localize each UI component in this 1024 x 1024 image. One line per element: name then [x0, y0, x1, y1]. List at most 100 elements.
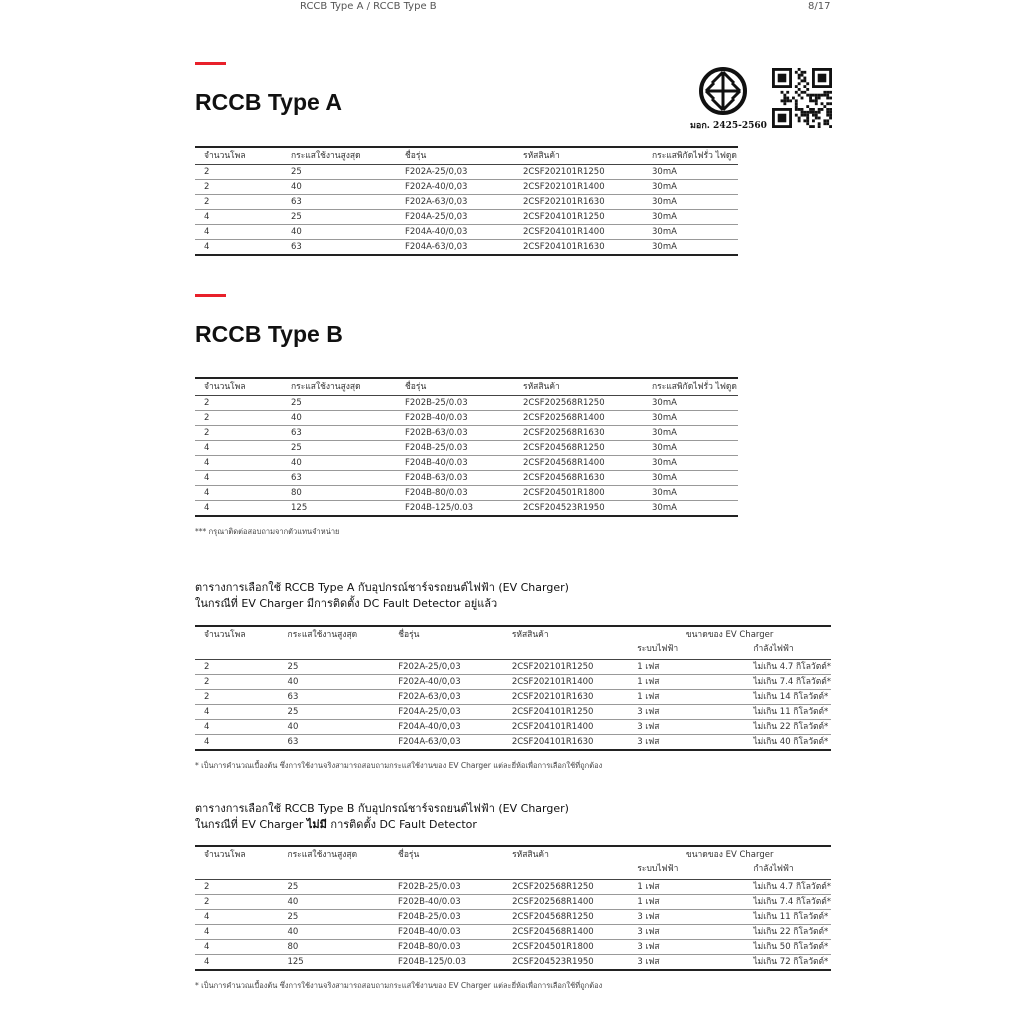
table-cell: 30mA — [643, 194, 738, 210]
table-cell: 2CSF202101R1400 — [502, 674, 629, 690]
table-row: 2 25 F202A-25/0,03 2CSF202101R1250 1 เฟส ไม่เ… — [195, 659, 831, 675]
table-cell: F204B-40/0.03 — [389, 924, 504, 940]
table-cell: F204A-25/0,03 — [389, 704, 503, 720]
table-cell: F202B-63/0.03 — [396, 425, 514, 441]
table-cell: 25 — [278, 879, 390, 895]
table-cell: 2CSF202568R1400 — [514, 410, 643, 426]
table-cell: 63 — [287, 737, 299, 747]
table-cell: ไม่เกิน 7.4 กิโลวัตต์* — [744, 674, 831, 690]
table-cell: 2 — [195, 179, 282, 195]
table-row: 2 63 F202A-63/0,03 2CSF202101R1630 1 เฟส ไม่เ… — [195, 689, 831, 705]
table-cell: 2CSF202101R1630 — [514, 194, 643, 210]
table-cell: 2CSF204101R1630 — [523, 242, 605, 252]
accent-dash — [195, 62, 226, 65]
table-cell: 25 — [278, 704, 390, 720]
table-cell: 2 — [195, 164, 282, 180]
table-cell: F204B-40/0.03 — [396, 455, 514, 471]
sub-column-header: ระบบไฟฟ้า — [628, 643, 745, 660]
table-row: 4 40 F204B-40/0.03 2CSF204568R1400 30mA — [195, 455, 738, 471]
table-cell: F202B-25/0.03 — [396, 395, 514, 411]
table-cell: 2CSF204568R1250 — [514, 440, 643, 456]
column-header: จำนวนโพล — [195, 378, 282, 396]
table-row: 4 80 F204B-80/0.03 2CSF204501R1800 30mA — [195, 485, 738, 501]
accent-dash — [195, 294, 226, 297]
table-cell: 125 — [287, 957, 304, 967]
table-cell: 3 เฟส — [628, 939, 745, 955]
table-cell: F204B-80/0.03 — [389, 939, 504, 955]
type-b-block: จำนวนโพล กระแสใช้งานสูงสุด ชื่อรุ่น รหัสสิน… — [195, 377, 738, 537]
table-cell: 30mA — [643, 440, 738, 456]
table-cell: 3 เฟส — [628, 909, 745, 925]
table-cell: ไม่เกิน 72 กิโลวัตต์* — [753, 957, 829, 967]
table-cell: 2CSF202101R1250 — [502, 659, 629, 675]
table-cell: 2CSF202101R1250 — [514, 164, 643, 180]
table-cell: 2CSF204501R1800 — [514, 485, 643, 501]
column-header-spacer — [503, 863, 629, 880]
column-header: รหัสสินค้า — [514, 147, 643, 165]
table-cell: 2 — [195, 410, 282, 426]
ev-b-heading: ตารางการเลือกใช้ RCCB Type B กับอุปกรณ์ช… — [195, 801, 569, 833]
table-cell: 1 เฟส — [628, 894, 745, 910]
table-cell: 4 — [195, 719, 279, 735]
table-row: 4 25 F204B-25/0.03 2CSF204568R1250 3 เฟส ไม่เ… — [195, 909, 831, 925]
table-cell: 2CSF202101R1400 — [514, 179, 643, 195]
table-cell: 63 — [291, 242, 302, 252]
column-header: กระแสใช้งานสูงสุด — [282, 378, 396, 396]
qr-code-icon[interactable] — [772, 68, 832, 128]
table-cell: 2CSF204101R1630 — [511, 737, 594, 747]
table-cell: 2 — [195, 879, 279, 895]
table-cell: 3 เฟส — [628, 924, 745, 940]
running-header: RCCB Type A / RCCB Type B — [300, 1, 437, 12]
table-row: 4 125 F204B-125/0.03 2CSF204523R1950 30mA — [195, 501, 738, 517]
group-header: ขนาดของ EV Charger — [685, 850, 774, 860]
table-cell: 30mA — [643, 410, 738, 426]
table-cell: 25 — [282, 164, 396, 180]
column-header-spacer — [195, 863, 279, 880]
table-cell: F204B-63/0.03 — [396, 470, 514, 486]
contact-note: *** กรุณาติดต่อสอบถามจากตัวแทนจำหน่าย — [195, 527, 340, 536]
column-header: จำนวนโพล — [204, 630, 246, 640]
table-cell: ไม่เกิน 11 กิโลวัตต์* — [744, 909, 831, 925]
table-cell: 25 — [282, 395, 396, 411]
table-cell: 2CSF204501R1800 — [503, 939, 629, 955]
table-cell: 2CSF204523R1950 — [512, 957, 594, 967]
column-header: รหัสสินค้า — [511, 630, 549, 640]
section-title-type-b: RCCB Type B — [195, 321, 343, 347]
table-cell: ไม่เกิน 14 กิโลวัตต์* — [744, 689, 831, 705]
table-cell: ไม่เกิน 40 กิโลวัตต์* — [753, 737, 829, 747]
table-cell: 63 — [282, 194, 396, 210]
table-cell: 30mA — [643, 485, 738, 501]
table-cell: 2CSF202101R1630 — [502, 689, 629, 705]
table-cell: 30mA — [643, 455, 738, 471]
table-row: 2 25 F202B-25/0.03 2CSF202568R1250 30mA — [195, 395, 738, 411]
table-cell: 1 เฟส — [628, 659, 745, 675]
ev-a-block: จำนวนโพล กระแสใช้งานสูงสุด ชื่อรุ่น รหัสสิน… — [195, 625, 831, 771]
header-row: จำนวนโพล กระแสใช้งานสูงสุด ชื่อรุ่น รหัสสิน… — [195, 846, 831, 863]
table-cell: 40 — [278, 894, 390, 910]
column-header: รหัสสินค้า — [512, 850, 549, 860]
header-row: จำนวนโพล กระแสใช้งานสูงสุด ชื่อรุ่น รหัสสิน… — [195, 147, 738, 165]
table-row: 4 63 F204A-63/0,03 2CSF204101R1630 3 เฟส ไม่เ… — [195, 735, 831, 751]
table-cell: 30mA — [643, 179, 738, 195]
table-cell: F202B-40/0.03 — [396, 410, 514, 426]
table-cell: 2CSF204568R1630 — [514, 470, 643, 486]
column-header: ชื่อรุ่น — [398, 630, 420, 640]
table-cell: ไม่เกิน 22 กิโลวัตต์* — [744, 719, 831, 735]
column-header-spacer — [502, 643, 629, 660]
table-cell: 40 — [282, 179, 396, 195]
table-cell: 2 — [195, 425, 282, 441]
table-cell: 2CSF204568R1400 — [514, 455, 643, 471]
table-row: 2 25 F202A-25/0,03 2CSF202101R1250 30mA — [195, 164, 738, 180]
table-cell: 2 — [195, 894, 279, 910]
table-cell: 2CSF202568R1250 — [514, 395, 643, 411]
table-cell: F204B-125/0.03 — [398, 957, 467, 967]
table-row: 4 40 F204B-40/0.03 2CSF204568R1400 3 เฟส ไม่เ… — [195, 924, 831, 940]
sub-column-header: กำลังไฟฟ้า — [744, 643, 831, 660]
table-cell: F204B-125/0.03 — [405, 503, 474, 513]
column-header-spacer — [389, 643, 503, 660]
table-cell: ไม่เกิน 11 กิโลวัตต์* — [744, 704, 831, 720]
table-cell: F202A-40/0,03 — [389, 674, 503, 690]
column-header: กระแสใช้งานสูงสุด — [287, 630, 358, 640]
table-cell: F202A-63/0,03 — [389, 689, 503, 705]
table-cell: 2CSF204568R1250 — [503, 909, 629, 925]
